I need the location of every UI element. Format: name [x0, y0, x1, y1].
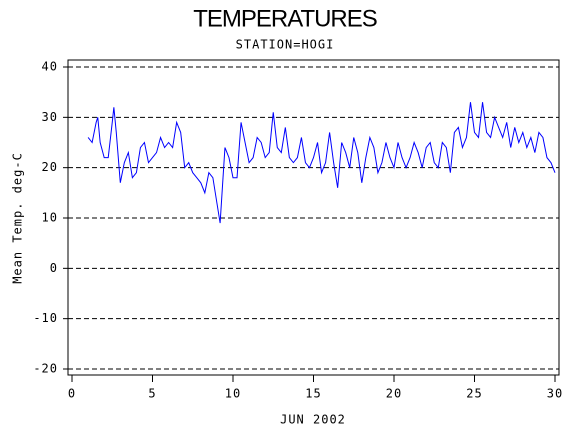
y-tick-label: 10 — [42, 211, 58, 225]
x-tick-label: 25 — [466, 387, 482, 401]
y-axis-label: Mean Temp. deg-C — [11, 152, 25, 284]
x-tick-label: 5 — [148, 387, 156, 401]
x-tick-label: 20 — [386, 387, 402, 401]
x-tick-label: 10 — [225, 387, 241, 401]
y-tick-label: -10 — [33, 311, 58, 325]
chart-title: TEMPERATURES — [193, 5, 377, 32]
chart-subtitle: STATION=HOGI — [236, 38, 335, 52]
y-tick-label: 20 — [42, 160, 58, 174]
y-tick-label: -20 — [33, 362, 58, 376]
y-tick-label: 0 — [50, 261, 58, 275]
y-tick-label: 40 — [42, 60, 58, 74]
data-line — [87, 102, 556, 224]
y-tick-label: 30 — [42, 110, 58, 124]
x-axis-label: JUN 2002 — [280, 413, 346, 427]
x-tick-label: 15 — [305, 387, 321, 401]
x-tick-label: 0 — [68, 387, 76, 401]
x-tick-label: 30 — [547, 387, 563, 401]
